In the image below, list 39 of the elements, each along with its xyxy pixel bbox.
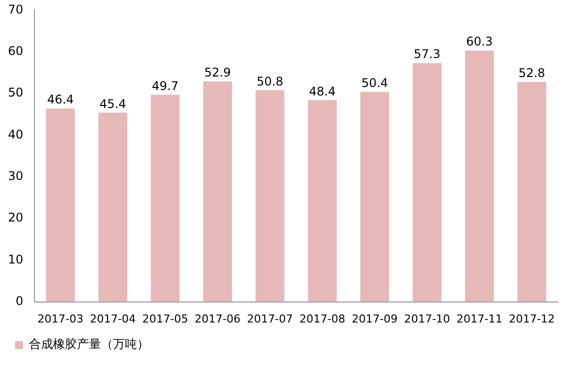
x-tick-label: 2017-04 bbox=[90, 312, 136, 326]
data-label: 50.4 bbox=[361, 76, 388, 90]
bar bbox=[412, 63, 442, 302]
bar bbox=[150, 94, 180, 302]
x-tick-label: 2017-07 bbox=[246, 312, 293, 326]
x-tick-label: 2017-05 bbox=[142, 312, 188, 326]
x-tick-label: 2017-11 bbox=[456, 312, 502, 326]
data-label: 48.4 bbox=[308, 84, 336, 98]
bar bbox=[308, 100, 337, 302]
bar bbox=[517, 82, 546, 302]
x-tick-label: 2017-10 bbox=[404, 312, 450, 326]
x-tick-label: 2017-03 bbox=[37, 312, 84, 326]
data-label: 60.3 bbox=[466, 34, 493, 49]
data-label: 45.4 bbox=[99, 96, 126, 111]
data-label: 52.9 bbox=[204, 66, 231, 80]
y-tick-label: 10 bbox=[8, 252, 24, 266]
y-tick-label: 30 bbox=[8, 168, 24, 183]
bar bbox=[360, 92, 390, 302]
y-tick-label: 0 bbox=[16, 294, 24, 308]
y-tick-label: 60 bbox=[8, 44, 24, 58]
x-tick-label: 2017-06 bbox=[194, 312, 241, 326]
data-label: 46.4 bbox=[47, 92, 74, 107]
x-tick-label: 2017-12 bbox=[508, 312, 555, 326]
bar bbox=[203, 81, 232, 302]
y-tick-label: 70 bbox=[8, 2, 24, 16]
bar bbox=[98, 112, 128, 302]
y-tick-label: 20 bbox=[8, 210, 24, 225]
y-tick-label: 50 bbox=[8, 86, 24, 100]
x-tick-label: 2017-08 bbox=[299, 312, 346, 326]
bar bbox=[465, 50, 494, 302]
legend-label: 合成橡胶产量（万吨） bbox=[29, 337, 149, 352]
data-label: 57.3 bbox=[414, 47, 440, 62]
bar bbox=[46, 108, 75, 302]
x-tick-label: 2017-09 bbox=[352, 312, 398, 326]
data-label: 49.7 bbox=[152, 78, 179, 93]
y-tick-label: 40 bbox=[8, 127, 24, 142]
bar bbox=[256, 90, 284, 302]
data-label: 52.8 bbox=[518, 66, 546, 80]
data-label: 50.8 bbox=[256, 74, 284, 88]
